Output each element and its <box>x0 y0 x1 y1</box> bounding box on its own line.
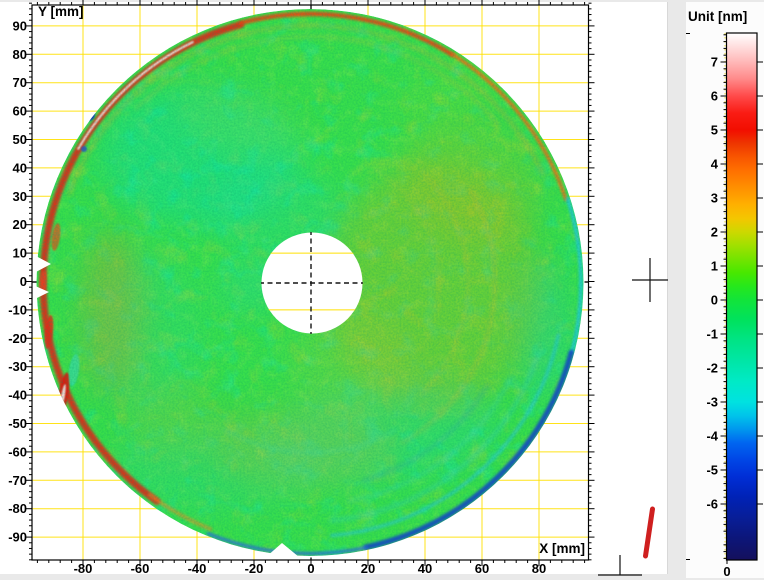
hole-crosshair <box>261 232 363 334</box>
crosshair-marker[interactable] <box>632 258 668 302</box>
edge-notch-left-lower <box>33 285 49 300</box>
x-tick-label: 60 <box>475 561 489 576</box>
colorbar-tick-label: 5 <box>711 123 718 138</box>
colorbar-tick-label: 3 <box>711 191 718 206</box>
colorbar-tick-label: -4 <box>706 429 718 444</box>
colorbar-tick-label: 2 <box>711 225 718 240</box>
colorbar-tick-label: 0 <box>711 293 718 308</box>
y-tick-label: 40 <box>13 160 27 175</box>
colorbar-tick-label: -2 <box>706 361 718 376</box>
colorbar-tick-label: 6 <box>711 89 718 104</box>
y-tick-label: 0 <box>20 274 27 289</box>
y-tick-label: -20 <box>8 331 27 346</box>
axis-tick-labels: -80 -60 -40 -20 0 20 40 60 80 90 80 70 60 50 40 30 20 10 0… <box>8 18 546 576</box>
x-tick-label: -20 <box>245 561 264 576</box>
y-tick-label: 20 <box>13 217 27 232</box>
x-axis-title: X [mm] <box>539 541 585 556</box>
y-tick-label: -10 <box>8 302 27 317</box>
colorbar-tick-label: -1 <box>706 327 718 342</box>
x-tick-label: 0 <box>307 561 314 576</box>
y-tick-label: 30 <box>13 189 27 204</box>
colorbar-frame <box>725 32 758 561</box>
colorbar-tick-label: 1 <box>711 259 718 274</box>
tee-marker <box>598 555 642 576</box>
x-tick-label: -80 <box>74 561 93 576</box>
colorbar-zero-label: 0 <box>723 564 730 579</box>
y-tick-label: -80 <box>8 501 27 516</box>
colorbar-title: Unit [nm] <box>688 9 747 24</box>
y-tick-label: -60 <box>8 444 27 459</box>
y-tick-label: -50 <box>8 416 27 431</box>
colorbar-gradient <box>726 33 757 560</box>
y-tick-label: 80 <box>13 47 27 62</box>
y-tick-label: 10 <box>13 246 27 261</box>
edge-notch-bottom <box>266 543 299 557</box>
y-tick-label: -70 <box>8 473 27 488</box>
y-tick-label: 70 <box>13 75 27 90</box>
center-hole <box>261 232 363 334</box>
colorbar: Unit [nm] 7 6 5 4 3 2 1 0 -1 -2 -3 -4 -5 -6 0 <box>686 9 763 579</box>
axis-ticks <box>26 0 595 566</box>
x-tick-label: -60 <box>131 561 150 576</box>
x-tick-label: -40 <box>188 561 207 576</box>
y-axis-title: Y [mm] <box>38 4 84 19</box>
colorbar-tick-label: 4 <box>711 157 719 172</box>
y-tick-label: -90 <box>8 530 27 545</box>
y-tick-label: 90 <box>13 18 27 33</box>
edge-notch-left-upper <box>34 255 51 273</box>
plot-frame <box>31 4 590 561</box>
y-tick-label: -40 <box>8 388 27 403</box>
colorbar-ticks <box>720 34 763 559</box>
colorbar-tick-label: -3 <box>706 395 718 410</box>
y-tick-label: 60 <box>13 104 27 119</box>
plot-area[interactable]: -80 -60 -40 -20 0 20 40 60 80 90 80 70 60 50 40 30 20 10 0… <box>8 0 595 576</box>
colorbar-tick-label: -5 <box>706 463 718 478</box>
surface-map-disk <box>36 9 584 556</box>
x-tick-label: 80 <box>532 561 546 576</box>
red-pen-stroke <box>643 506 655 559</box>
x-tick-label: 40 <box>418 561 432 576</box>
x-tick-label: 20 <box>361 561 375 576</box>
colorbar-tick-label: 7 <box>711 55 718 70</box>
colorbar-tick-label: -6 <box>706 497 718 512</box>
colorbar-tick-labels: 7 6 5 4 3 2 1 0 -1 -2 -3 -4 -5 -6 <box>706 55 718 512</box>
y-tick-label: -30 <box>8 359 27 374</box>
y-tick-label: 50 <box>13 132 27 147</box>
